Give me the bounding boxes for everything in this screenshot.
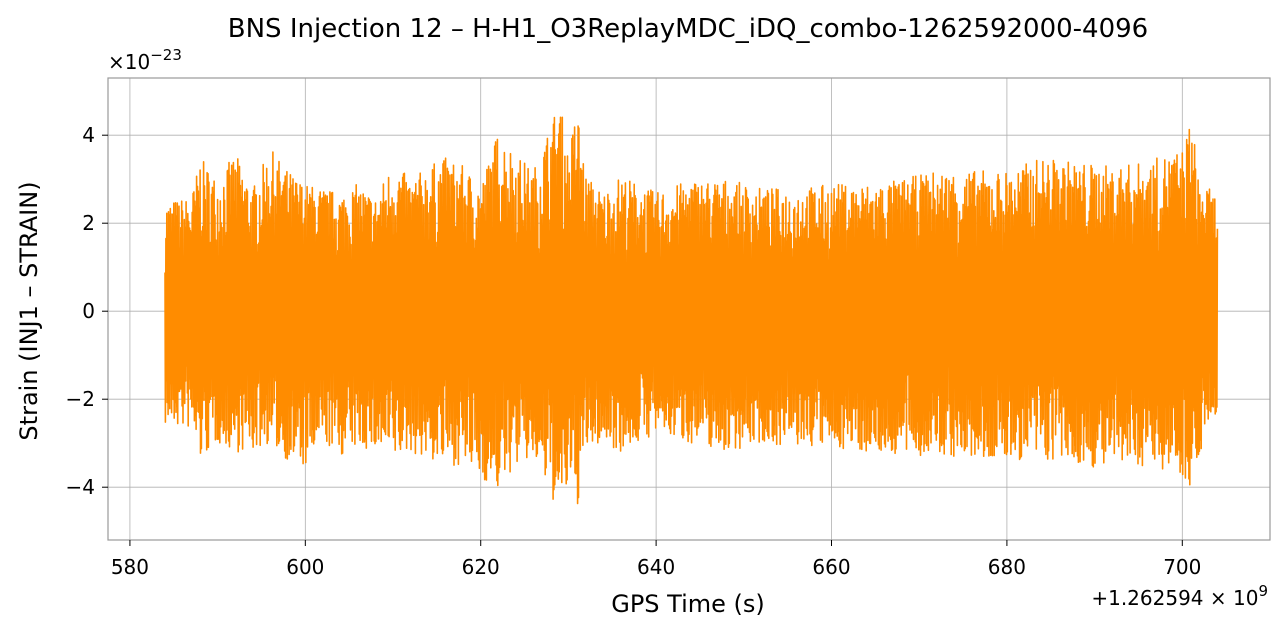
x-tick-label: 640 bbox=[637, 555, 675, 579]
chart-title: BNS Injection 12 – H-H1_O3ReplayMDC_iDQ_… bbox=[228, 14, 1148, 44]
y-tick-label: 2 bbox=[82, 211, 95, 235]
ticks: 580 600 620 640 660 680 700 −4 −2 0 2 4 bbox=[66, 123, 1202, 579]
y-tick-label: 0 bbox=[82, 299, 95, 323]
y-tick-label: 4 bbox=[82, 123, 95, 147]
strain-series-line bbox=[164, 116, 1219, 505]
x-offset-text: +1.262594 × 10 bbox=[1091, 586, 1258, 610]
y-scale-exponent: −23 bbox=[150, 46, 182, 64]
x-tick-label: 680 bbox=[988, 555, 1026, 579]
x-tick-label: 620 bbox=[462, 555, 500, 579]
y-tick-label: −2 bbox=[66, 387, 95, 411]
x-tick-label: 600 bbox=[286, 555, 324, 579]
x-offset-exponent: 9 bbox=[1258, 582, 1268, 600]
plot-frame bbox=[107, 77, 1271, 541]
x-axis-label: GPS Time (s) bbox=[611, 590, 765, 618]
y-scale-text: ×10 bbox=[108, 50, 150, 74]
data-layer bbox=[164, 116, 1219, 505]
x-tick-label: 700 bbox=[1163, 555, 1201, 579]
svg-text:×10−23: ×10−23 bbox=[108, 46, 182, 74]
svg-text:+1.262594 × 109: +1.262594 × 109 bbox=[1091, 582, 1268, 610]
x-tick-label: 660 bbox=[812, 555, 850, 579]
y-scale-label: ×10−23 bbox=[108, 46, 182, 74]
x-offset-label: +1.262594 × 109 bbox=[1091, 582, 1268, 610]
y-tick-label: −4 bbox=[66, 475, 95, 499]
x-tick-label: 580 bbox=[111, 555, 149, 579]
y-axis-label: Strain (INJ1 – STRAIN) bbox=[15, 181, 43, 440]
